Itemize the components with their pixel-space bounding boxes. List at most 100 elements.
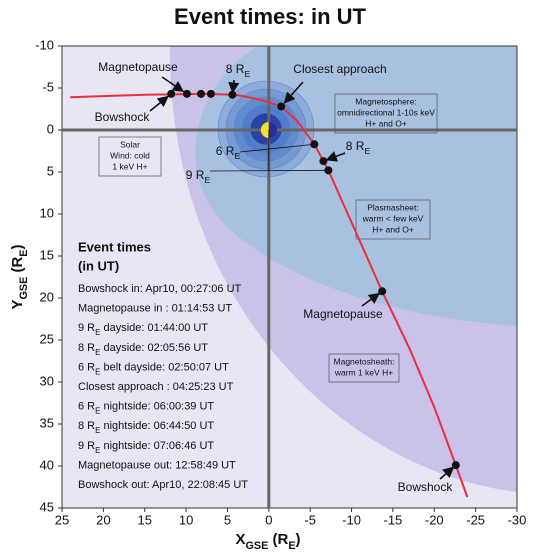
earth-night [268,122,277,138]
annotation: 6 RE [216,144,241,161]
event-time: Closest approach : 04:25:23 UT [78,381,234,393]
x-tick-label: 20 [96,512,110,527]
region-label: H+ and O+ [365,118,407,128]
text-part: E [234,151,240,161]
event-times-title: Event times [78,239,151,254]
annotation: Magnetopause [98,60,178,74]
region-box: Magnetosheath:warm 1 keV H+ [328,353,400,383]
region-label: warm 1 keV H+ [334,367,393,377]
event-point [378,287,387,296]
annotation: 9 RE [186,168,211,185]
text-part: ) [296,531,301,548]
text-part: E [244,69,250,79]
region-label: H+ and O+ [372,224,414,234]
y-tick-label: 40 [40,457,54,472]
event-times-title: (in UT) [78,258,119,273]
event-point [277,102,286,111]
text-part: E [18,249,30,256]
x-tick-label: 25 [55,512,69,527]
chart-title: Event times: in UT [174,4,366,29]
text-part: E [95,328,100,337]
x-tick-label: 0 [265,512,272,527]
text-part: Closest approach [293,62,386,76]
text-part: nightside: 06:44:50 UT [100,420,214,432]
annotation-arrow [228,79,240,94]
x-tick-label: -25 [466,512,485,527]
text-part: Y [9,300,26,310]
y-axis-label: YGSE (RE) [9,244,30,309]
text-part: Closest approach : 04:25:23 UT [78,381,234,393]
region-box-frame [355,199,431,240]
x-tick-label: -10 [342,512,361,527]
region-label: Plasmasheet: [367,202,419,212]
annotation: 8 RE [226,62,251,79]
x-tick-label: 10 [179,512,193,527]
text-part: dayside: 02:05:56 UT [100,342,208,354]
x-tick-label: -5 [304,512,316,527]
event-point [167,89,176,98]
annotation: Bowshock [95,110,151,124]
region-label: warm < few keV [362,213,424,223]
x-axis-label: XGSE (RE) [235,531,300,552]
text-part: ) [9,244,26,249]
earth-day [260,122,269,138]
text-part: Bowshock [398,480,454,494]
annotation-arrow [283,81,304,104]
x-tick-label: -15 [384,512,403,527]
y-tick-label: 5 [47,163,54,178]
event-point [182,89,191,98]
text-part: E [204,175,210,185]
text-part: E [95,367,100,376]
y-tick-label: 20 [40,289,54,304]
text-part: X [235,531,245,548]
event-point [206,89,215,98]
text-part: dayside: 01:44:00 UT [100,322,208,334]
region-label: 1 keV H+ [112,161,147,171]
region-label: Magnetosheath: [334,356,395,366]
text-part: Magnetopause out: 12:58:49 UT [78,459,236,471]
annotation-arrow [361,292,381,307]
event-point [196,89,205,98]
annotation: Bowshock [398,480,454,494]
text-part: belt dayside: 02:50:07 UT [100,361,229,373]
y-tick-label: 30 [40,373,54,388]
event-time: Bowshock out: Apr10, 22:08:45 UT [78,479,248,491]
text-part: E [288,540,295,552]
text-part: Magnetopause in : 01:14:53 UT [78,303,232,315]
annotation: Magnetopause [303,307,383,321]
event-point [228,90,237,99]
y-tick-label: 45 [40,499,54,514]
text-part: 8 R [78,420,95,432]
x-tick-label: -30 [508,512,527,527]
event-time: Bowshock in: Apr10, 00:27:06 UT [78,283,242,295]
text-part: E [95,445,100,454]
event-time: Magnetopause out: 12:58:49 UT [78,459,236,471]
text-part: 8 R [78,342,95,354]
plot-background [62,46,517,508]
plot-frame [61,45,518,509]
event-point [310,140,319,149]
event-time: 6 RE nightside: 06:00:39 UT [78,401,214,416]
text-part: GSE [246,540,269,552]
text-part: (R [9,257,26,277]
y-tick-label: -5 [42,79,54,94]
annotation-arrow [325,151,346,162]
region-box-frame [328,353,400,383]
annotation-arrow [149,95,169,112]
text-part: Bowshock in: Apr10, 00:27:06 UT [78,283,242,295]
text-part: Magnetopause [98,60,178,74]
region-box-frame [98,136,162,177]
region-label: omnidirectional 1-10s keV [337,107,435,117]
text-part: E [95,426,100,435]
text-part: 8 R [226,62,245,76]
text-part: Bowshock [95,110,151,124]
y-tick-label: -10 [35,37,54,52]
event-point [451,461,460,470]
region-label: Solar [120,139,140,149]
text-part: 6 R [216,144,235,158]
x-tick-label: -20 [425,512,444,527]
text-part: E [95,406,100,415]
